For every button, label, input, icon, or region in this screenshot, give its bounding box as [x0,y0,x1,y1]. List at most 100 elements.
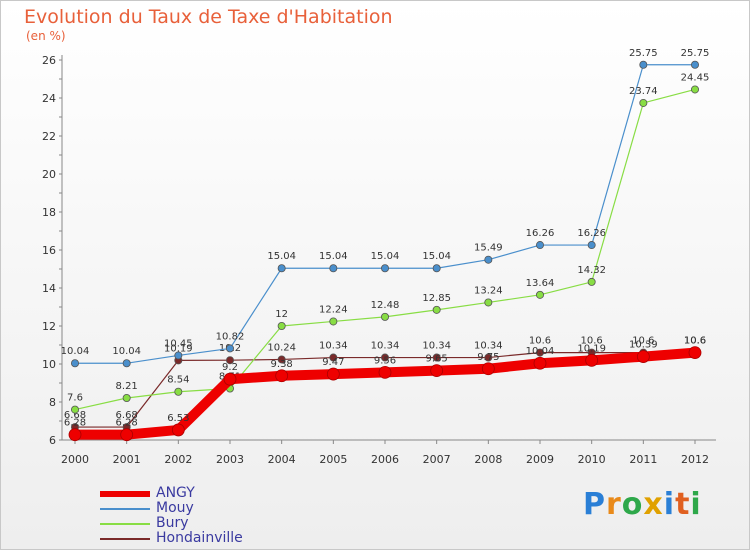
data-label-bury: 8.21 [116,381,138,392]
data-label-angy: 9.75 [477,352,499,363]
data-label-hondainville: 10.6 [632,336,654,347]
legend-swatch-angy [100,491,150,497]
data-point-angy [120,428,134,442]
data-label-bury: 12.85 [422,293,451,304]
data-label-mouy: 15.49 [474,243,503,254]
data-point-angy [326,367,340,381]
data-label-angy: 6.53 [167,413,189,424]
data-point-bury [122,394,131,403]
data-label-angy: 10.04 [526,346,555,357]
data-label-angy: 10.39 [629,340,658,351]
data-point-angy [378,365,392,379]
data-point-hondainville [277,355,286,364]
brand-logo-letter: i [663,487,676,522]
data-label-bury: 13.24 [474,285,503,296]
data-label-mouy: 15.04 [371,251,400,262]
data-point-mouy [691,60,700,69]
legend-label-bury: Bury [156,515,189,531]
data-point-angy [171,423,185,437]
data-label-mouy: 15.04 [422,251,451,262]
data-point-mouy [380,264,389,273]
data-point-bury [484,298,493,307]
x-tick-label: 2003 [216,453,244,466]
data-label-hondainville: 10.6 [529,336,551,347]
legend-item-hondainville: Hondainville [100,530,300,547]
x-tick-label: 2011 [629,453,657,466]
brand-logo-letter: o [621,487,644,522]
data-label-angy: 10.6 [684,336,706,347]
data-label-angy: 9.47 [322,357,344,368]
data-point-bury [71,405,80,414]
data-point-bury [639,98,648,107]
data-label-mouy: 16.26 [577,228,606,239]
data-label-bury: 13.64 [526,278,555,289]
data-point-mouy [587,241,596,250]
data-point-angy [636,350,650,363]
data-label-hondainville: 10.24 [267,342,296,353]
data-point-mouy [225,344,234,353]
data-label-bury: 12.24 [319,304,348,315]
data-point-bury [174,387,183,396]
data-point-hondainville [484,353,493,362]
y-tick-label: 18 [42,206,56,219]
data-label-mouy: 15.04 [319,251,348,262]
brand-logo-letter: r [606,487,622,522]
legend-item-bury: Bury [100,515,300,532]
data-label-hondainville: 10.34 [371,341,400,352]
data-point-angy [68,428,82,442]
data-point-angy [430,364,444,378]
data-label-mouy: 10.45 [164,338,193,349]
legend-label-hondainville: Hondainville [156,530,243,546]
data-label-bury: 14.32 [577,265,606,276]
x-tick-label: 2002 [164,453,192,466]
data-point-angy [223,372,237,386]
data-point-mouy [639,60,648,69]
y-tick-label: 22 [42,130,56,143]
data-label-mouy: 16.26 [526,228,555,239]
data-point-hondainville [536,348,545,357]
y-tick-label: 6 [49,434,56,447]
y-tick-label: 26 [42,54,56,67]
brand-logo-letter: t [675,487,691,522]
data-point-angy [481,362,495,376]
data-point-bury [432,305,441,314]
data-label-angy: 9.2 [222,362,238,373]
brand-logo: Proxiti [583,487,702,522]
brand-logo-letter: i [690,487,702,522]
series-layer: 6.686.6810.1910.210.2410.3410.3410.3410.… [61,48,710,442]
y-tick-label: 16 [42,244,56,257]
data-point-angy [275,369,289,383]
data-label-bury: 23.74 [629,86,658,97]
x-tick-label: 2008 [474,453,502,466]
data-point-angy [688,346,702,360]
y-tick-label: 24 [42,92,56,105]
data-label-mouy: 10.04 [61,346,90,357]
data-point-mouy [329,264,338,273]
data-point-mouy [122,359,131,368]
data-label-hondainville: 6.68 [116,410,138,421]
x-tick-label: 2012 [681,453,709,466]
data-label-angy: 6.28 [116,418,138,429]
data-label-mouy: 25.75 [681,48,710,59]
data-label-bury: 7.6 [67,393,83,404]
legend-item-angy: ANGY [100,485,300,502]
brand-logo-letter: x [643,487,664,522]
x-tick-label: 2009 [526,453,554,466]
legend-swatch-bury [100,523,150,525]
legend-swatch-hondainville [100,538,150,540]
x-tick-label: 2006 [371,453,399,466]
data-label-hondainville: 10.34 [474,341,503,352]
data-point-hondainville [329,353,338,362]
y-tick-label: 8 [49,396,56,409]
data-label-angy: 9.65 [426,354,448,365]
series-hondainville: 6.686.6810.1910.210.2410.3410.3410.3410.… [64,336,706,432]
data-label-hondainville: 10.34 [422,341,451,352]
brand-logo-letter: P [583,487,606,522]
data-point-bury [587,277,596,286]
data-label-hondainville: 6.68 [64,410,86,421]
data-point-angy [585,353,599,367]
data-label-angy: 9.38 [271,359,293,370]
x-tick-label: 2005 [319,453,347,466]
